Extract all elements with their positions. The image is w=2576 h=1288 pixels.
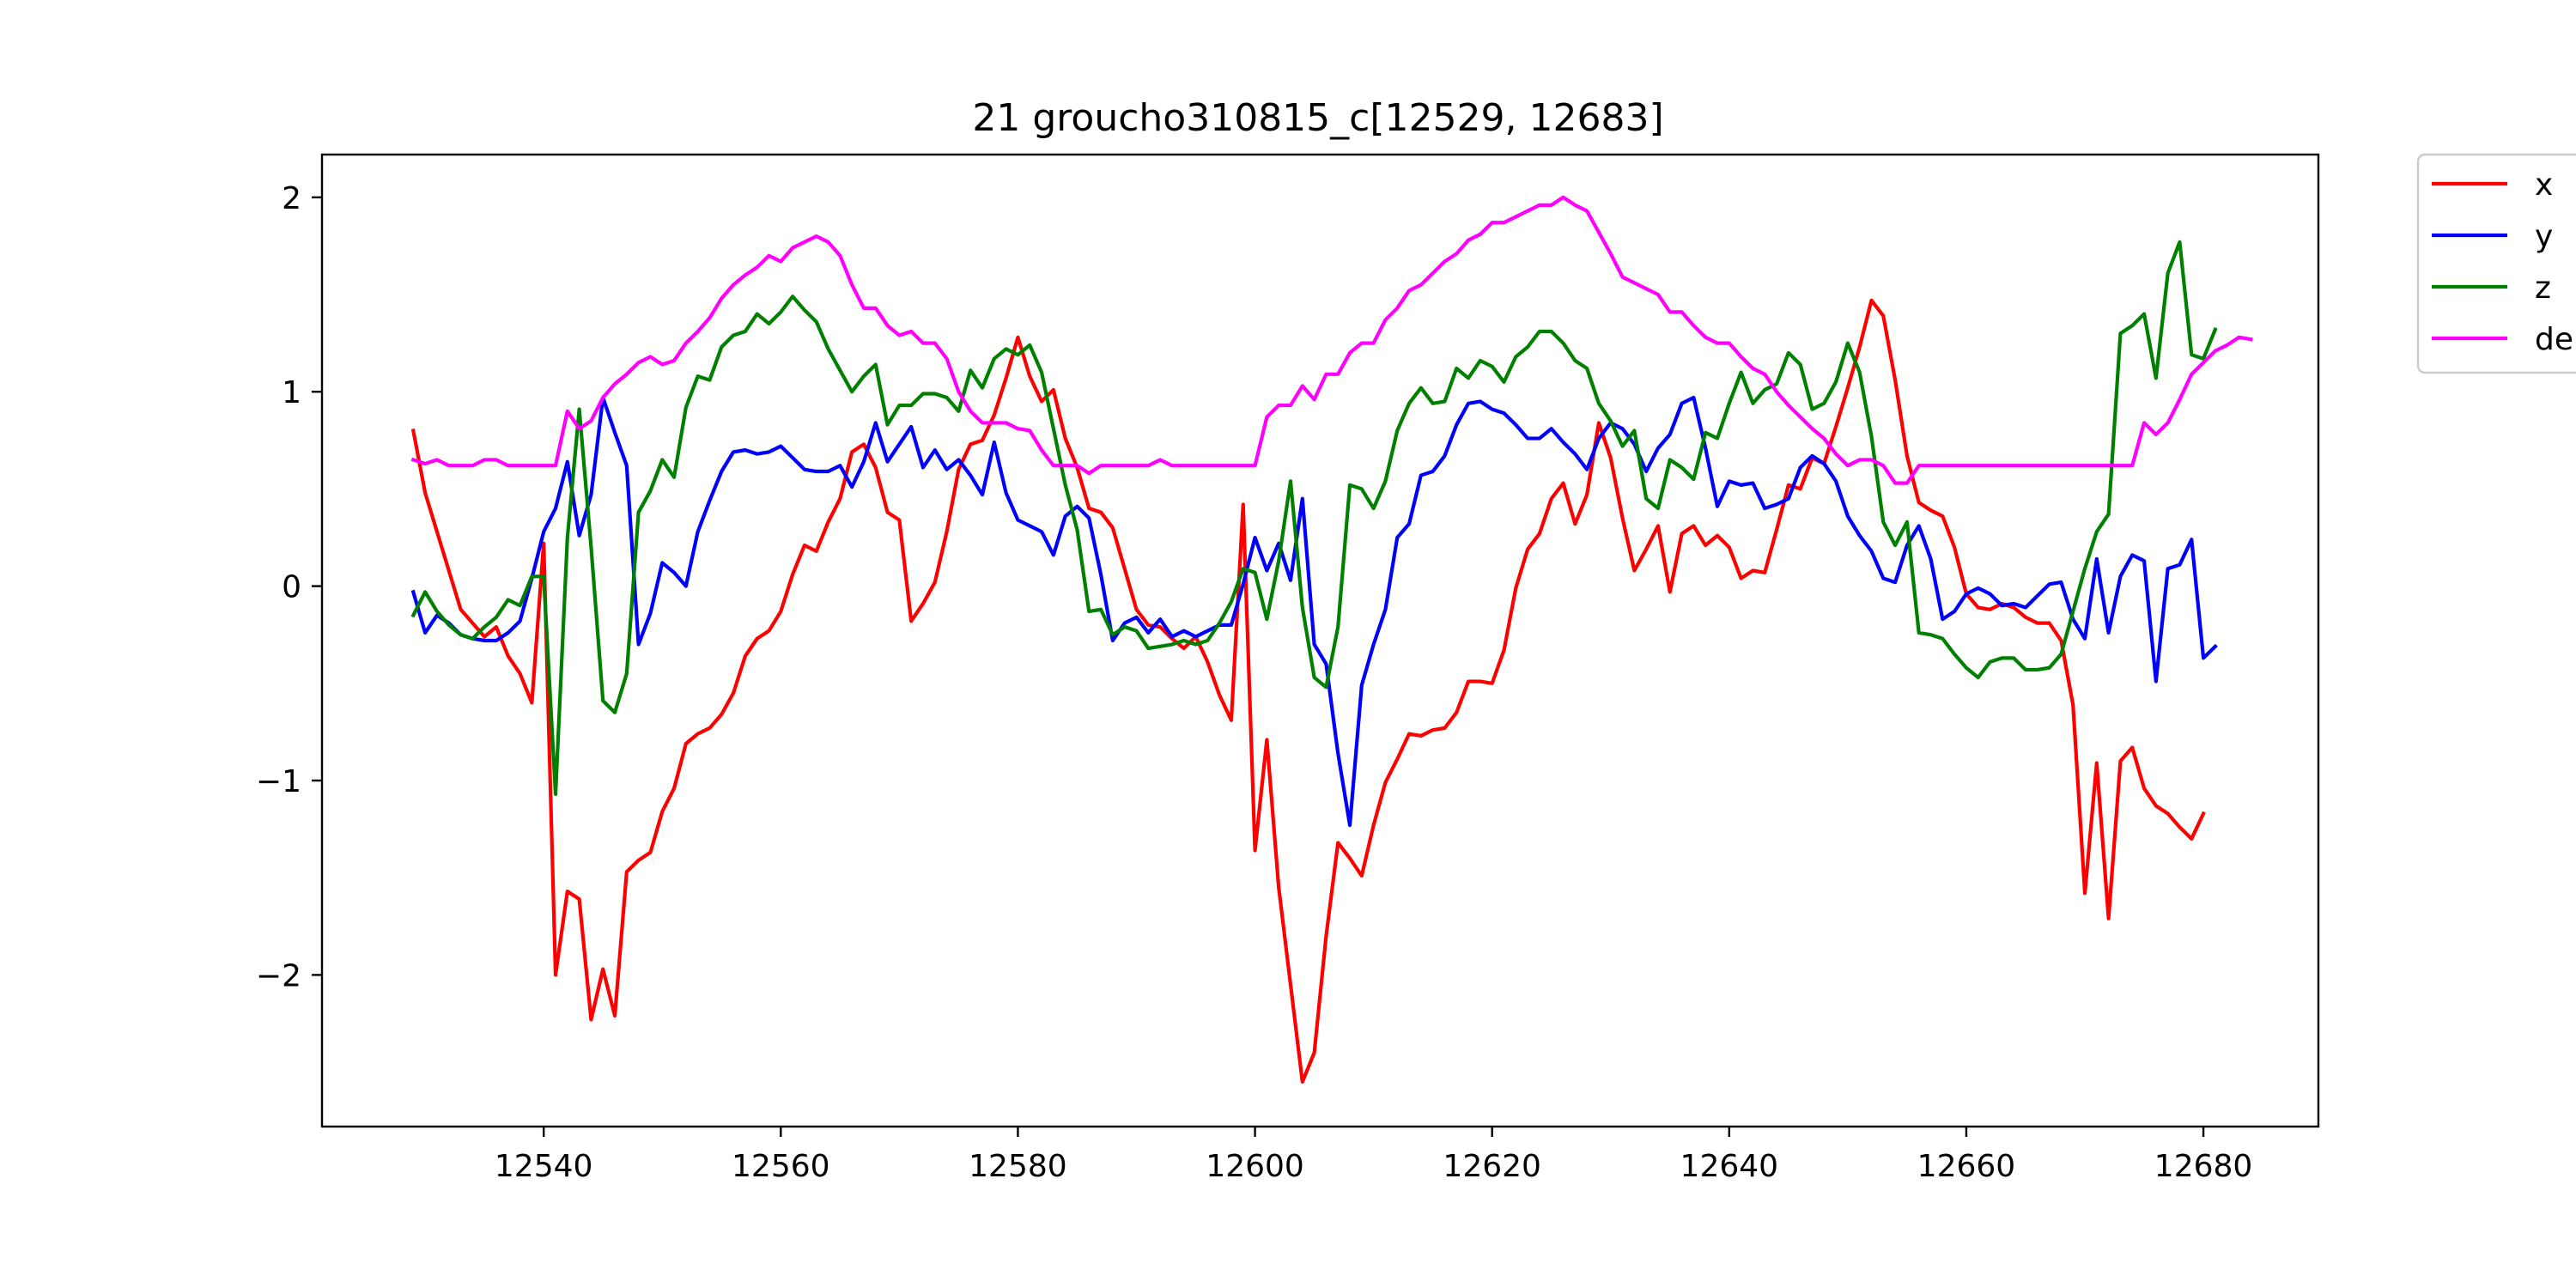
x-tick-label: 12540: [495, 1149, 593, 1184]
legend-box: [2416, 153, 2576, 374]
series-layer: [410, 195, 2253, 1084]
legend: xyz de: [2416, 153, 2576, 374]
x-tick-label: 12560: [732, 1149, 830, 1184]
x-tick-label: 12600: [1206, 1149, 1304, 1184]
y-tick-label: 0: [282, 570, 301, 605]
y-tick-label: 2: [282, 181, 301, 216]
legend-label-z: z: [2535, 270, 2551, 306]
legend-label-de: de: [2535, 322, 2573, 357]
series-line-de: [410, 195, 2253, 485]
y-axis: −2 −1 0 1 2: [256, 181, 322, 993]
x-tick-label: 12580: [969, 1149, 1067, 1184]
x-tick-label: 12620: [1443, 1149, 1541, 1184]
legend-label-y: y: [2535, 219, 2553, 254]
series-line-y: [410, 395, 2218, 828]
x-axis: 12540 12560 12580 12600 12620 12640 12660 12680: [495, 1127, 2252, 1184]
series-line-z: [410, 240, 2218, 796]
chart-title: 21 groucho310815_c[12529, 12683]: [972, 96, 1663, 140]
x-tick-label: 12640: [1680, 1149, 1779, 1184]
x-tick-label: 12660: [1917, 1149, 2016, 1184]
y-tick-label: 1: [282, 375, 301, 410]
legend-label-x: x: [2535, 167, 2553, 203]
series-line-x: [410, 298, 2206, 1084]
x-tick-label: 12680: [2154, 1149, 2253, 1184]
y-tick-label: −2: [256, 958, 301, 993]
y-tick-label: −1: [256, 764, 301, 799]
plot-frame: [320, 153, 2320, 1128]
